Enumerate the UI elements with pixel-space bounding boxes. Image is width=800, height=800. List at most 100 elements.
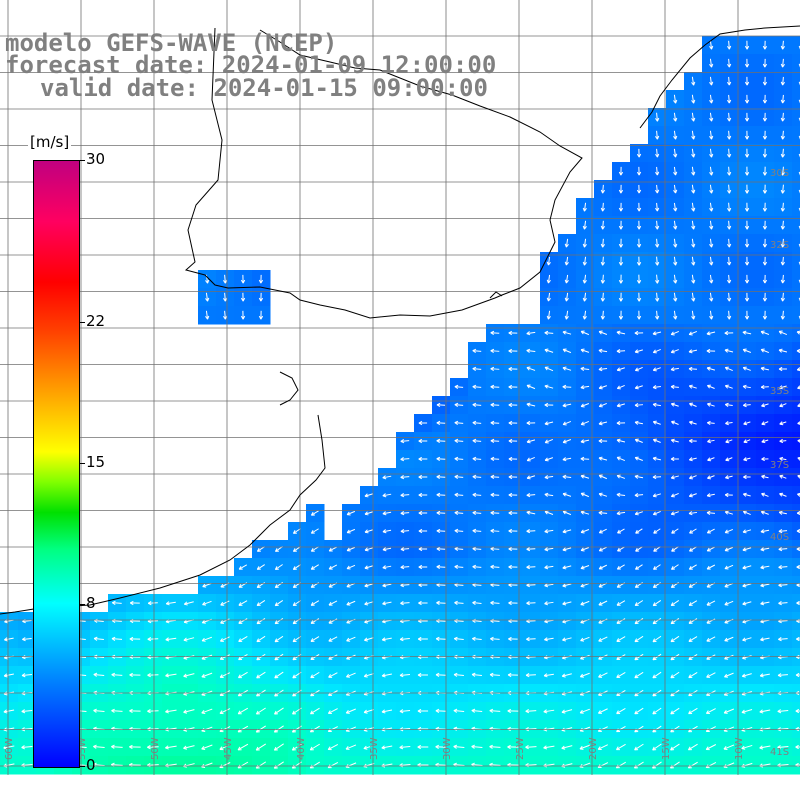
wind-arrow [364, 565, 374, 570]
wind-arrow [346, 510, 356, 516]
wind-arrow [761, 474, 769, 479]
wind-arrow [724, 348, 734, 353]
wind-arrow [634, 420, 644, 425]
wind-arrow [655, 166, 660, 176]
wind-arrow [418, 510, 428, 516]
wind-arrow [762, 310, 768, 320]
wind-arrow [780, 148, 785, 158]
wind-arrow [382, 583, 392, 588]
wind-arrow [364, 583, 374, 588]
colorbar [33, 160, 80, 768]
wind-arrow [490, 402, 500, 408]
wind-arrow [526, 331, 536, 336]
wind-arrow [673, 130, 678, 140]
wind-arrow [454, 492, 464, 497]
wind-speed-cell [792, 180, 800, 199]
latitude-label: 40S [770, 532, 789, 543]
wind-arrow [742, 348, 752, 353]
wind-arrow [526, 402, 536, 407]
wind-arrow [598, 474, 608, 480]
wind-arrow [543, 745, 555, 750]
wind-arrow [636, 148, 642, 158]
wind-arrow [709, 148, 714, 158]
wind-arrow [705, 744, 717, 751]
wind-arrow [618, 220, 624, 230]
longitude-label: 20W [588, 737, 599, 760]
wind-arrow [670, 349, 679, 354]
wind-speed-cell [792, 234, 800, 253]
wind-arrow [582, 274, 587, 284]
wind-arrow [727, 94, 732, 104]
wind-arrow [544, 475, 554, 480]
wind-arrow [490, 492, 500, 498]
wind-arrow [256, 653, 266, 661]
wind-arrow [93, 744, 105, 749]
wind-arrow [670, 617, 680, 625]
wind-arrow [653, 528, 661, 534]
wind-arrow [240, 274, 246, 284]
wind-arrow [543, 709, 555, 714]
wind-arrow [129, 744, 141, 750]
wind-arrow [490, 348, 500, 354]
wind-arrow [399, 709, 411, 714]
wind-arrow [219, 708, 231, 715]
wind-arrow [472, 348, 482, 353]
wind-arrow [688, 671, 698, 679]
wind-arrow [688, 366, 698, 372]
wind-arrow [562, 637, 572, 642]
wind-arrow [418, 474, 428, 480]
wind-arrow [436, 546, 446, 552]
wind-arrow [600, 238, 605, 248]
wind-arrow [418, 492, 428, 498]
wind-arrow [382, 529, 392, 534]
wind-arrow [417, 636, 428, 642]
wind-arrow [327, 708, 338, 714]
colorbar-tick-label: 8 [86, 594, 96, 613]
wind-arrow [709, 256, 714, 266]
wind-arrow [453, 708, 465, 713]
wind-arrow [762, 256, 768, 266]
wind-speed-cell [792, 612, 800, 631]
wind-arrow [600, 310, 605, 320]
wind-arrow [525, 745, 537, 750]
wind-arrow [709, 130, 714, 140]
wind-arrow [724, 672, 734, 678]
wind-arrow [691, 148, 696, 158]
wind-arrow [201, 636, 213, 642]
wind-arrow [687, 743, 698, 751]
wind-speed-cell [792, 252, 800, 271]
wind-speed-cell [792, 36, 800, 55]
wind-arrow [580, 330, 590, 336]
longitude-label: 55W [77, 737, 88, 760]
wind-arrow [508, 474, 518, 480]
wind-arrow [727, 310, 732, 320]
wind-arrow [346, 546, 356, 552]
longitude-label: 10W [734, 737, 745, 760]
wind-arrow [435, 708, 447, 713]
wind-arrow [760, 330, 770, 335]
wind-arrow [634, 330, 644, 336]
colorbar-tick-mark [79, 766, 85, 767]
wind-arrow [652, 671, 662, 679]
wind-arrow [759, 673, 770, 678]
wind-arrow [543, 673, 554, 678]
longitude-label: 25W [515, 737, 526, 760]
wind-arrow [3, 709, 15, 714]
wind-arrow [709, 40, 714, 50]
wind-arrow [778, 637, 788, 642]
wind-arrow [436, 528, 446, 534]
wind-arrow [778, 385, 787, 390]
wind-arrow [435, 636, 446, 642]
wind-speed-cell [792, 342, 800, 361]
wind-arrow [634, 493, 644, 498]
wind-arrow [238, 636, 248, 643]
wind-arrow [256, 564, 265, 570]
wind-arrow [706, 672, 716, 678]
wind-arrow [598, 438, 608, 444]
wind-arrow [727, 202, 732, 212]
wind-arrow [436, 510, 446, 516]
wind-arrow [634, 474, 644, 479]
wind-arrow [762, 76, 768, 86]
wind-arrow [762, 58, 768, 68]
wind-arrow [673, 238, 678, 248]
